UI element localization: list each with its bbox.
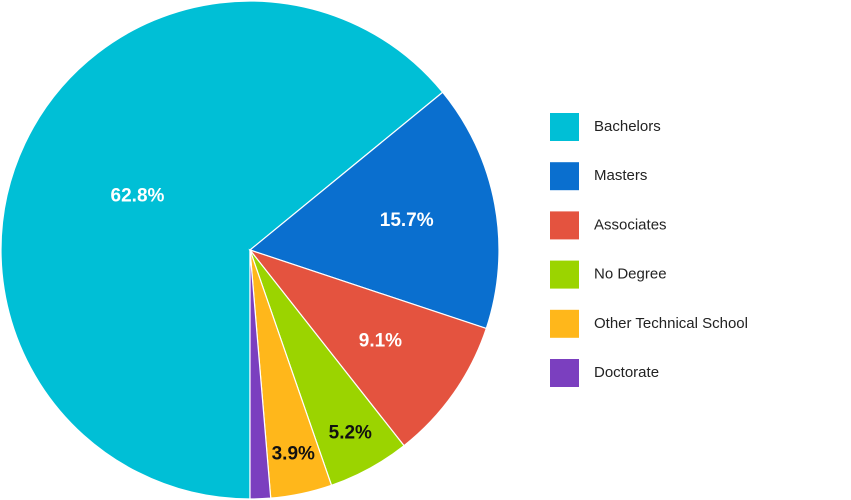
legend-label: Associates <box>594 216 667 233</box>
pie-slice <box>248 248 488 447</box>
pie-slice <box>248 91 500 330</box>
legend-swatch <box>550 113 579 141</box>
legend-swatch <box>550 309 579 338</box>
legend-label: Other Technical School <box>594 315 748 332</box>
legend-swatch <box>550 359 579 387</box>
data-label: 9.1% <box>359 331 402 352</box>
legend-label: Bachelors <box>594 118 661 135</box>
legend-swatch <box>550 162 579 191</box>
data-label: 3.9% <box>272 444 315 465</box>
legend-label: Masters <box>594 167 647 184</box>
legend-swatch <box>550 260 579 289</box>
pie-slice <box>0 0 444 500</box>
data-label: 15.7% <box>380 210 434 231</box>
pie-slice <box>249 249 272 500</box>
legend-swatch <box>550 211 579 240</box>
legend-label: No Degree <box>594 266 667 283</box>
legend-label: Doctorate <box>594 364 659 381</box>
data-label: 62.8% <box>111 186 165 207</box>
data-label: 5.2% <box>329 423 372 444</box>
